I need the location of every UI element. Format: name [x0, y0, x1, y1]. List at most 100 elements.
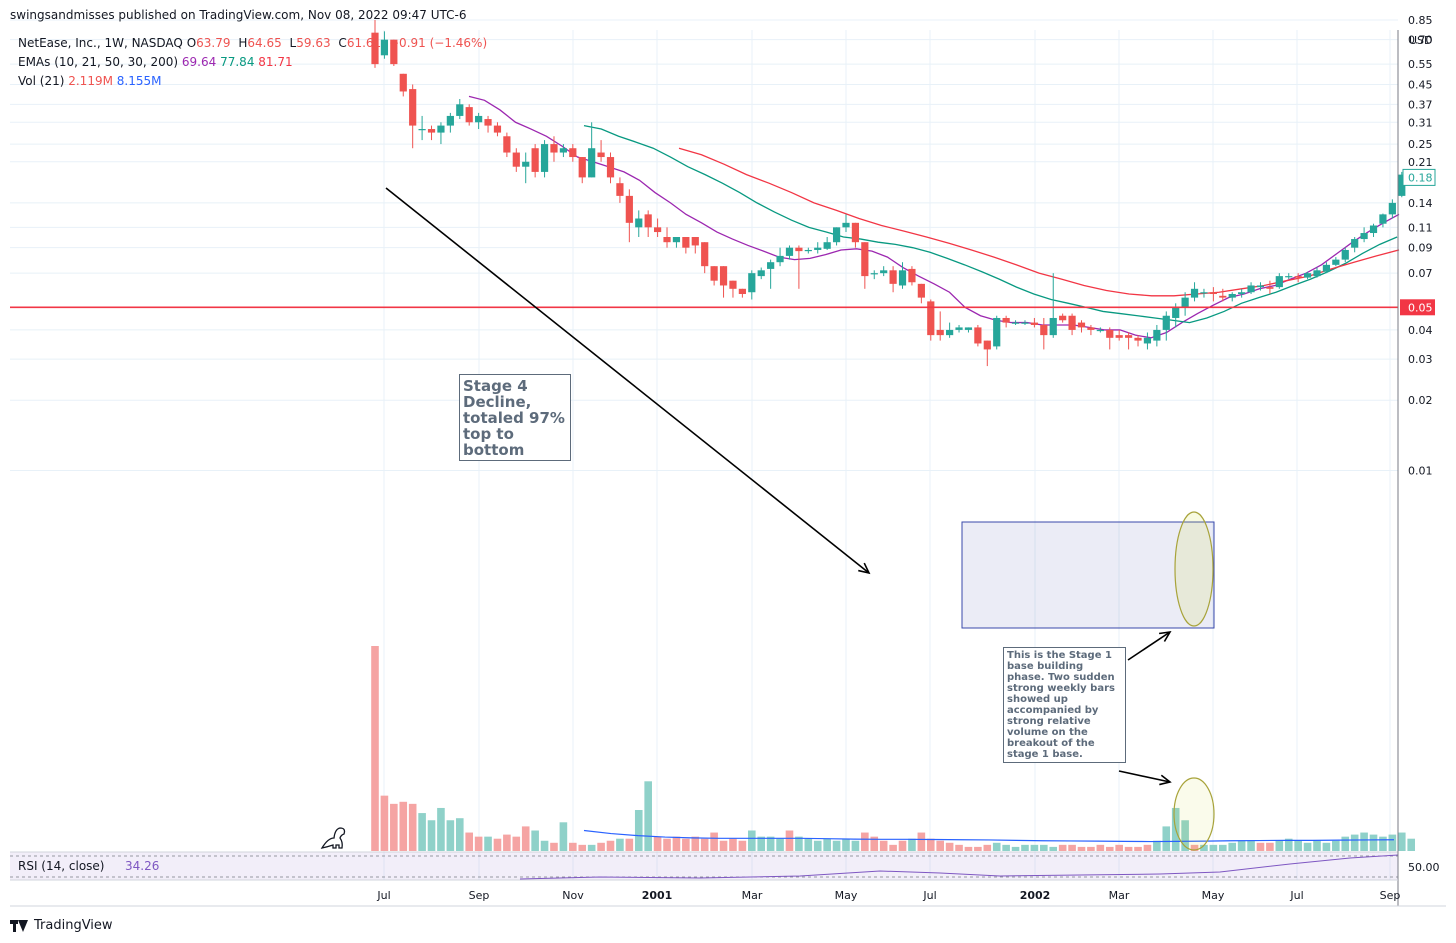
volume-bar	[729, 838, 737, 851]
candle-body	[1303, 273, 1312, 278]
volume-bar	[578, 844, 587, 851]
candle-body	[1219, 295, 1227, 298]
candle-body	[993, 317, 1001, 347]
ema-21-line	[583, 124, 1398, 324]
candle-body	[1351, 239, 1359, 248]
ohlc-change: −0.91 (−1.46%)	[389, 36, 488, 50]
candle-body	[418, 129, 426, 131]
rsi-value: 34.26	[125, 859, 159, 873]
rsi-label: RSI (14, close)	[18, 859, 104, 873]
footer: TradingView	[10, 918, 113, 933]
candle-body	[1256, 285, 1265, 288]
candle-body	[682, 237, 690, 248]
candle-body	[380, 39, 389, 56]
candle-body	[1209, 292, 1217, 295]
candle-body	[371, 32, 379, 65]
volume-bar	[926, 838, 935, 851]
volume-bar	[974, 846, 982, 851]
legend: NetEase, Inc., 1W, NASDAQ O63.79 H64.65 …	[18, 34, 487, 91]
y-tick-label: 0.04	[1408, 324, 1433, 337]
candle-body	[1238, 292, 1246, 295]
candle-body	[465, 107, 473, 123]
candle-body	[1087, 327, 1095, 330]
volume-bar	[1397, 832, 1406, 851]
volume-bar	[550, 842, 558, 851]
volume-bar	[1350, 834, 1359, 851]
hline-price-box	[1400, 299, 1435, 316]
candle-body	[1228, 294, 1236, 298]
candle-body	[597, 152, 605, 158]
legend-vol-row[interactable]: Vol (21) 2.119M 8.155M	[18, 72, 487, 91]
y-tick-label: 0.07	[1408, 267, 1433, 280]
volume-bar	[446, 820, 455, 851]
volume-bar	[1058, 844, 1067, 851]
ohlc-low-label: L	[289, 36, 297, 50]
volume-bar	[955, 844, 963, 851]
ema-value-3: 81.71	[258, 55, 293, 69]
axes: USD 0.85 0.70 0.55 0.45 0.37 0.31 0.25 0.21 0.14 0…	[10, 14, 1446, 907]
candle-body	[748, 273, 756, 293]
candle-body	[983, 340, 991, 350]
volume-bar	[503, 834, 511, 851]
candle-body	[738, 288, 746, 295]
candle-body	[569, 148, 577, 158]
candle-body	[644, 214, 652, 228]
volume-bar	[842, 838, 850, 851]
volume-bar	[1407, 838, 1415, 851]
x-tick-label: May	[1202, 889, 1225, 902]
y-tick-label: 0.55	[1408, 58, 1433, 71]
candle-body	[880, 270, 888, 274]
y-tick-label: 0.14	[1408, 197, 1433, 210]
candle-body	[889, 270, 897, 284]
y-tick-label: 0.25	[1408, 138, 1433, 151]
candle-body	[1369, 225, 1378, 234]
volume-bar	[437, 807, 445, 851]
candle-body	[1181, 297, 1189, 308]
stage1-annotation[interactable]: This is the Stage 1 base building phase.…	[1003, 647, 1126, 763]
volume-bar	[700, 838, 709, 851]
candle-body	[898, 270, 907, 286]
candle-body	[578, 157, 586, 178]
vol-value-1: 2.119M	[68, 74, 113, 88]
volume-bar	[1040, 844, 1048, 851]
dinosaur-outline	[320, 827, 346, 849]
base-pointer-arrow	[1127, 631, 1171, 661]
volume-bar	[1190, 844, 1199, 851]
x-tick-label: 2002	[1020, 889, 1051, 902]
dinosaur-icon	[320, 827, 346, 849]
candle-body	[974, 327, 982, 344]
stage4-annotation[interactable]: Stage 4 Decline, totaled 97% top to bott…	[459, 374, 571, 461]
volume-bar	[1228, 842, 1237, 851]
candle-body	[437, 125, 445, 133]
candle-body	[1266, 287, 1274, 289]
candle-body	[588, 148, 596, 178]
last-price-box	[1402, 168, 1436, 186]
volume-bar	[418, 813, 426, 851]
volume-bar	[1369, 834, 1378, 851]
ohlc-close-label: C	[338, 36, 347, 50]
volume-bar	[616, 838, 624, 851]
rsi-band	[10, 852, 1398, 880]
y-tick-label: 0.37	[1408, 98, 1433, 111]
volume-bar	[813, 840, 822, 851]
volume-bar	[597, 842, 605, 851]
candle-body	[1294, 276, 1302, 278]
symbol-name[interactable]: NetEase, Inc., 1W, NASDAQ	[18, 36, 183, 50]
rsi-level-label: 50.00	[1408, 861, 1440, 874]
volume-bar	[1247, 840, 1255, 851]
chart-grid	[10, 19, 1398, 880]
volume-bar	[1115, 844, 1123, 851]
candle-body	[917, 283, 925, 298]
volume-ellipse	[1173, 777, 1215, 851]
candle-body	[606, 157, 615, 178]
candle-body	[1002, 317, 1010, 323]
candle-body	[757, 270, 765, 277]
volume-bar	[1153, 840, 1161, 851]
x-tick-label: Jul	[376, 889, 390, 902]
volume-bar	[1294, 840, 1302, 851]
candle-body	[522, 161, 530, 167]
candle-body	[832, 227, 841, 243]
legend-ema-row[interactable]: EMAs (10, 21, 50, 30, 200) 69.64 77.84 8…	[18, 53, 487, 72]
base-pointer-arrow-head	[1158, 630, 1172, 642]
